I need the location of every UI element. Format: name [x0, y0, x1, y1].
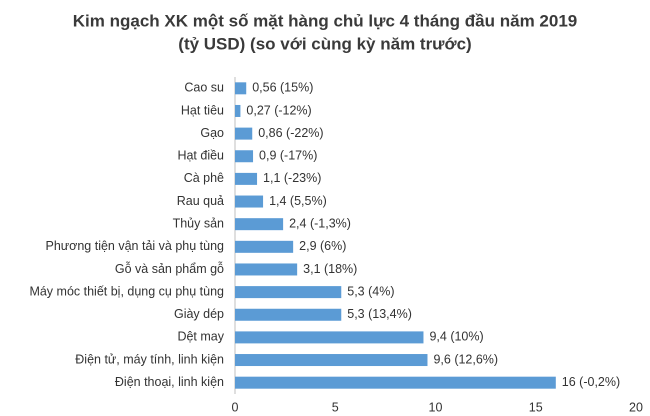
- chart-title: Kim ngạch XK một số mặt hàng chủ lực 4 t…: [73, 11, 577, 30]
- bar: [235, 150, 254, 163]
- y-tick-label: Cà phê: [184, 171, 224, 185]
- value-label: 9,4 (10%): [429, 330, 483, 344]
- value-label: 1,4 (5,5%): [269, 194, 327, 208]
- y-tick-label: Gỗ và sản phẩm gỗ: [115, 261, 224, 276]
- bar: [235, 127, 253, 140]
- y-tick-label: Rau quả: [177, 194, 224, 208]
- value-label: 3,1 (18%): [303, 262, 357, 276]
- x-tick-label: 15: [529, 400, 543, 414]
- y-tick-label: Dệt may: [177, 330, 224, 344]
- value-label: 16 (-0,2%): [562, 375, 620, 389]
- chart-title: (tỷ USD) (so với cùng kỳ năm trước): [178, 34, 471, 53]
- y-tick-label: Phương tiện vận tải và phụ tùng: [46, 239, 225, 253]
- value-label: 1,1 (-23%): [263, 171, 321, 185]
- y-tick-label: Hạt điều: [177, 149, 224, 163]
- y-tick-label: Gạo: [200, 126, 224, 140]
- bar: [235, 286, 342, 299]
- y-tick-label: Thủy sản: [173, 216, 224, 230]
- x-tick-label: 10: [429, 400, 443, 414]
- value-label: 0,27 (-12%): [246, 103, 311, 117]
- bar: [235, 240, 294, 253]
- bar: [235, 82, 247, 95]
- y-tick-label: Điện tử, máy tính, linh kiện: [75, 352, 224, 366]
- y-tick-label: Hạt tiêu: [181, 103, 224, 117]
- y-tick-label: Giày dép: [174, 307, 224, 321]
- bar: [235, 331, 424, 344]
- bar: [235, 354, 428, 367]
- bar: [235, 172, 258, 185]
- bar: [235, 195, 264, 208]
- bar: [235, 104, 241, 117]
- bar: [235, 263, 298, 276]
- x-tick-label: 0: [232, 400, 239, 414]
- value-label: 0,86 (-22%): [258, 126, 323, 140]
- value-label: 0,9 (-17%): [259, 149, 317, 163]
- value-label: 5,3 (13,4%): [347, 307, 412, 321]
- value-label: 5,3 (4%): [347, 284, 394, 298]
- y-tick-label: Điện thoại, linh kiện: [115, 375, 224, 389]
- value-label: 2,4 (-1,3%): [289, 216, 351, 230]
- y-tick-label: Máy móc thiết bị, dụng cụ phụ tùng: [29, 284, 224, 298]
- y-tick-label: Cao su: [184, 81, 224, 95]
- bar: [235, 308, 342, 321]
- value-label: 2,9 (6%): [299, 239, 346, 253]
- x-tick-label: 20: [629, 400, 643, 414]
- value-label: 9,6 (12,6%): [433, 352, 498, 366]
- x-tick-label: 5: [332, 400, 339, 414]
- bar: [235, 376, 556, 389]
- value-label: 0,56 (15%): [252, 81, 313, 95]
- bar: [235, 218, 284, 231]
